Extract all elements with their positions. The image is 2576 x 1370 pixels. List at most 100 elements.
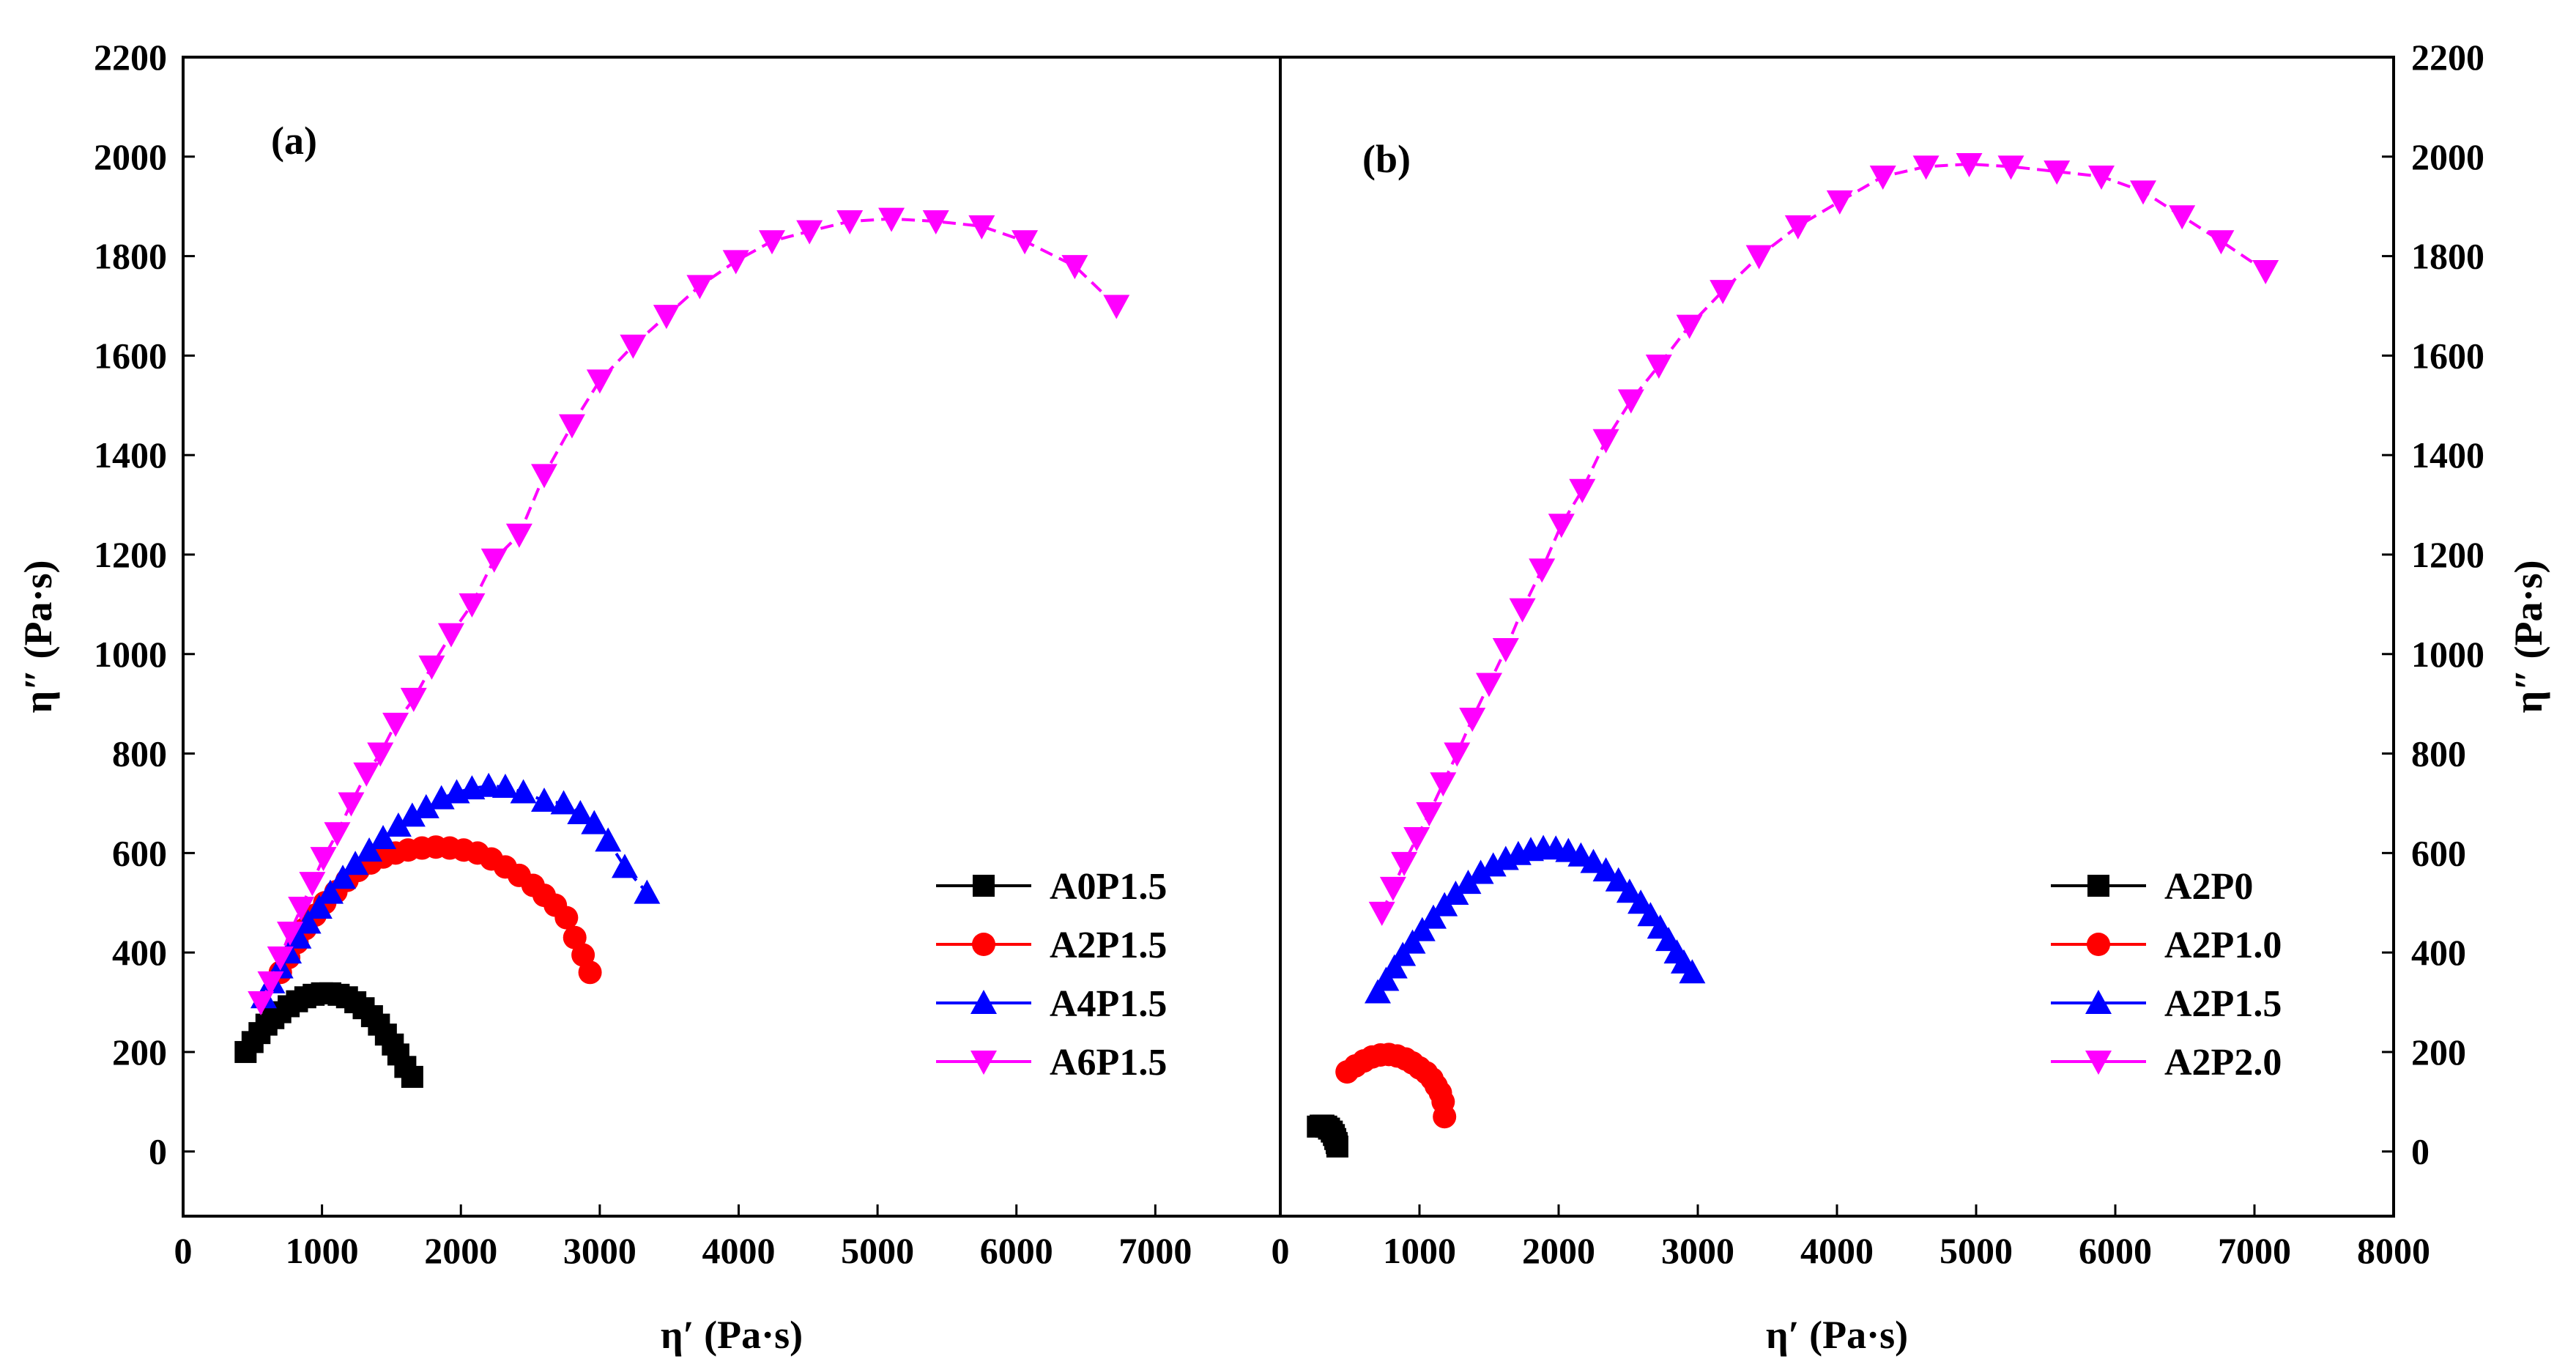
data-point xyxy=(1459,708,1486,733)
panel-a: 0 1000 2000 3000 4000 5000 6000 7000 0 200 400 600 8… xyxy=(16,37,1192,1357)
data-point xyxy=(1616,878,1643,903)
data-point xyxy=(2130,180,2156,205)
data-point xyxy=(1467,859,1494,884)
y-tick-label: 1000 xyxy=(2411,634,2484,675)
series-A6P1.5 xyxy=(248,207,1130,1016)
data-point xyxy=(1679,959,1706,984)
data-point xyxy=(353,762,380,787)
data-point xyxy=(370,824,397,849)
legend-label: A2P1.0 xyxy=(2164,925,2282,966)
data-point xyxy=(1389,941,1417,966)
legend-marker xyxy=(973,875,995,897)
y-tick-label: 0 xyxy=(149,1131,167,1172)
legend: A2P0 A2P1.0 A2P1.5 A2P2.0 xyxy=(2051,866,2282,1084)
data-point xyxy=(324,822,351,847)
data-point xyxy=(558,414,585,439)
data-point xyxy=(1826,190,1853,215)
x-tick-label: 3000 xyxy=(1661,1230,1734,1271)
legend-marker xyxy=(970,1051,997,1075)
x-tick-label: 6000 xyxy=(980,1230,1053,1271)
y-tick-label: 1600 xyxy=(2411,335,2484,376)
x-tick-label: 6000 xyxy=(2079,1230,2152,1271)
data-point xyxy=(1784,215,1811,240)
data-point xyxy=(2208,230,2235,255)
data-point xyxy=(475,772,502,797)
data-point xyxy=(554,906,579,930)
data-point xyxy=(1455,870,1482,895)
data-point xyxy=(505,523,532,548)
data-point xyxy=(922,210,949,235)
data-point xyxy=(581,810,608,834)
data-point xyxy=(1103,295,1130,319)
data-point xyxy=(480,548,508,573)
data-point xyxy=(722,250,749,275)
legend-label: A4P1.5 xyxy=(1050,983,1167,1025)
data-point xyxy=(1997,155,2024,180)
data-point xyxy=(1492,637,1519,662)
data-point xyxy=(1645,354,1672,379)
data-point xyxy=(1368,901,1395,926)
legend-label: A2P2.0 xyxy=(2164,1042,2282,1084)
data-point xyxy=(294,909,322,934)
y-tick-label: 2200 xyxy=(2411,37,2484,78)
x-axis-label: η′ (Pa·s) xyxy=(661,1313,803,1357)
data-point xyxy=(1617,389,1644,414)
data-point xyxy=(316,879,344,904)
data-point xyxy=(1676,314,1703,339)
data-point xyxy=(1399,929,1426,954)
data-point xyxy=(310,847,337,872)
x-tick-label: 4000 xyxy=(702,1230,775,1271)
data-point xyxy=(634,879,661,904)
data-point xyxy=(401,1065,423,1088)
legend-label: A6P1.5 xyxy=(1050,1042,1167,1084)
data-point xyxy=(342,851,369,875)
x-tick-label: 2000 xyxy=(424,1230,497,1271)
panel-label: (b) xyxy=(1362,137,1411,181)
data-point xyxy=(1403,826,1430,851)
series-A2P1.0 xyxy=(1335,1043,1457,1129)
data-point xyxy=(1373,966,1400,991)
data-point xyxy=(1569,478,1596,503)
data-point xyxy=(356,837,383,862)
data-point xyxy=(1379,876,1406,901)
data-point xyxy=(267,946,294,971)
data-point xyxy=(1529,558,1556,583)
legend-label: A0P1.5 xyxy=(1050,866,1167,908)
data-point xyxy=(1381,954,1408,979)
plot-frame xyxy=(182,56,2395,1218)
data-point xyxy=(531,464,558,489)
y-tick-label: 800 xyxy=(2411,733,2466,774)
legend-marker xyxy=(2085,990,2112,1014)
data-point xyxy=(1480,852,1507,877)
data-point xyxy=(1912,155,1940,180)
y-tick-label: 2000 xyxy=(94,136,167,177)
y-tick-label: 400 xyxy=(112,932,167,973)
legend-marker xyxy=(2087,933,2110,956)
legend-marker xyxy=(972,933,995,956)
data-point xyxy=(836,210,864,235)
data-point xyxy=(1012,230,1039,255)
x-tick-label: 7000 xyxy=(1118,1230,1192,1271)
data-point xyxy=(567,800,594,825)
y-tick-label: 1800 xyxy=(94,236,167,277)
data-point xyxy=(595,827,622,852)
legend-label: A2P0 xyxy=(2164,866,2253,908)
legend-marker xyxy=(970,990,997,1014)
data-point xyxy=(686,275,713,300)
data-point xyxy=(758,230,785,255)
data-point xyxy=(491,774,519,799)
data-point xyxy=(459,593,486,618)
data-point xyxy=(1509,598,1536,623)
data-point xyxy=(1444,742,1471,767)
data-point xyxy=(550,790,577,815)
y-tick-label: 1400 xyxy=(2411,434,2484,475)
legend: A0P1.5 A2P1.5 A4P1.5 A6P1.5 xyxy=(936,866,1167,1084)
data-point xyxy=(257,971,284,996)
y-tick-label: 0 xyxy=(2411,1131,2430,1172)
data-point xyxy=(1548,514,1575,538)
data-point xyxy=(620,334,647,359)
data-point xyxy=(277,921,304,946)
y-axis-label: η″ (Pa·s) xyxy=(16,560,60,714)
data-point xyxy=(968,215,995,240)
data-point xyxy=(1592,429,1619,453)
